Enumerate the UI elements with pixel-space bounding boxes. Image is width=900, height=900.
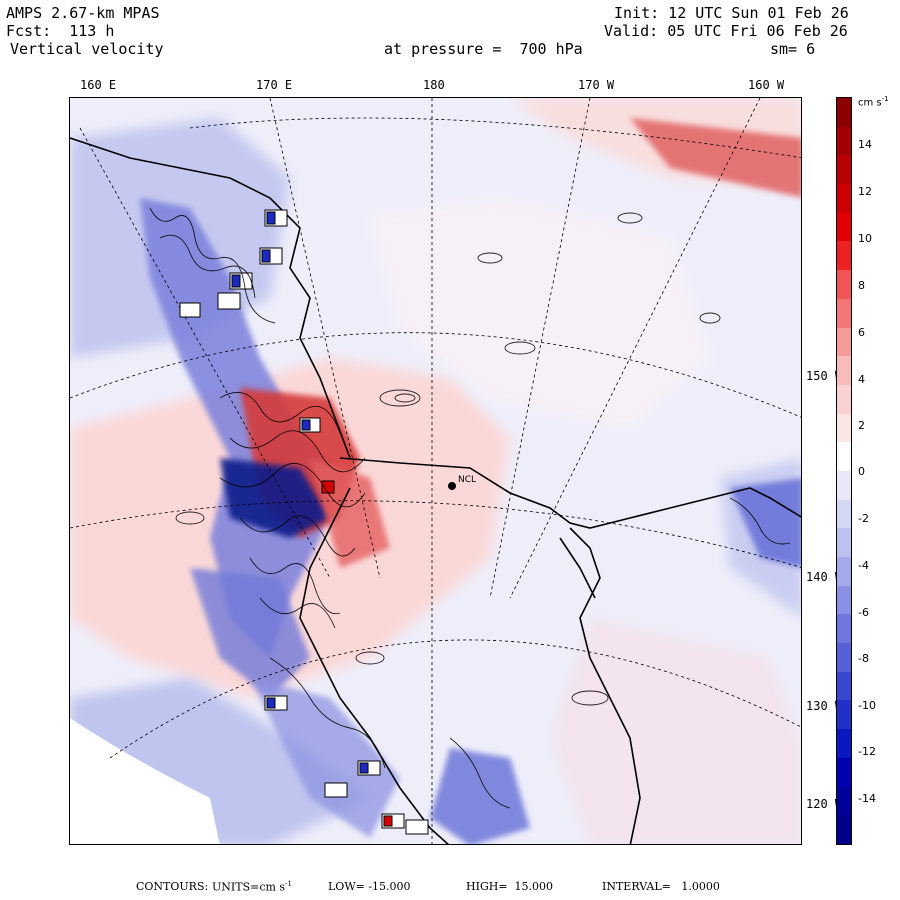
cbar-tick: -14	[858, 792, 876, 805]
station-marker	[448, 482, 456, 490]
field-name: Vertical velocity	[10, 40, 164, 58]
colorbar-segment	[837, 212, 851, 242]
colorbar-segment	[837, 413, 851, 443]
cbar-tick: 2	[858, 419, 865, 432]
cbar-tick: 14	[858, 138, 872, 151]
lon-label-160e: 160 E	[80, 78, 117, 92]
smoothing: sm= 6	[770, 40, 816, 58]
forecast-hour: Fcst: 113 h	[6, 22, 115, 40]
units-label: UNITS=cm s-1	[212, 880, 292, 894]
colorbar-segment	[837, 98, 851, 127]
lat-label-150w: 150 W	[806, 369, 843, 383]
colorbar-segment	[837, 356, 851, 385]
colorbar	[836, 97, 852, 845]
colorbar-segment	[837, 557, 851, 586]
lat-label-140w: 140 W	[806, 570, 843, 584]
cbar-tick: 4	[858, 373, 865, 386]
colorbar-unit-text: cm s	[858, 97, 882, 109]
units-exp: -1	[285, 880, 292, 888]
colorbar-segment	[837, 528, 851, 557]
colorbar-segment	[837, 700, 851, 730]
cbar-tick: -6	[858, 606, 869, 619]
colorbar-segment	[837, 786, 851, 816]
colorbar-segment	[837, 126, 851, 156]
contour-low: LOW= -15.000	[328, 880, 411, 893]
colorbar-unit: cm s-1	[858, 95, 889, 108]
cbar-tick: 10	[858, 232, 872, 245]
lon-label-170w: 170 W	[578, 78, 615, 92]
colorbar-segment	[837, 614, 851, 644]
init-time: Init: 12 UTC Sun 01 Feb 26	[614, 4, 849, 22]
colorbar-segment	[837, 384, 851, 414]
colorbar-segment	[837, 470, 851, 500]
cbar-tick: 12	[858, 185, 872, 198]
cbar-tick: 0	[858, 465, 865, 478]
lon-label-160w: 160 W	[748, 78, 785, 92]
map-canvas: NCL	[70, 98, 801, 844]
colorbar-segment	[837, 241, 851, 271]
colorbar-segment	[837, 815, 851, 844]
contour-high: HIGH= 15.000	[466, 880, 554, 893]
cbar-tick: 6	[858, 326, 865, 339]
cbar-tick: -10	[858, 699, 876, 712]
colorbar-segment	[837, 298, 851, 328]
lon-label-180: 180	[423, 78, 445, 92]
contour-interval: INTERVAL= 1.0000	[602, 880, 720, 893]
colorbar-segment	[837, 270, 851, 299]
cbar-tick: -4	[858, 559, 869, 572]
cbar-tick: -2	[858, 512, 869, 525]
colorbar-segment	[837, 155, 851, 185]
cbar-tick: -8	[858, 652, 869, 665]
colorbar-segment	[837, 729, 851, 758]
colorbar-segment	[837, 184, 851, 213]
colorbar-unit-exp: -1	[881, 95, 889, 103]
contours-label: CONTOURS:	[136, 880, 209, 893]
cbar-tick: -12	[858, 745, 876, 758]
colorbar-segment	[837, 671, 851, 701]
colorbar-segment	[837, 499, 851, 529]
model-title: AMPS 2.67-km MPAS	[6, 4, 160, 22]
colorbar-segment	[837, 757, 851, 787]
colorbar-segment	[837, 327, 851, 357]
lat-label-130w: 130 W	[806, 699, 843, 713]
station-label: NCL	[458, 475, 476, 485]
vertical-velocity-map: NCL	[69, 97, 802, 845]
lat-label-120w: 120 W	[806, 797, 843, 811]
units-text: UNITS=cm s	[212, 880, 286, 894]
colorbar-segment	[837, 442, 851, 471]
colorbar-segment	[837, 643, 851, 672]
colorbar-segment	[837, 585, 851, 615]
lon-label-170e: 170 E	[256, 78, 293, 92]
station-plot-boxes	[179, 209, 429, 835]
cbar-tick: 8	[858, 279, 865, 292]
valid-time: Valid: 05 UTC Fri 06 Feb 26	[604, 22, 848, 40]
pressure-level: at pressure = 700 hPa	[384, 40, 583, 58]
